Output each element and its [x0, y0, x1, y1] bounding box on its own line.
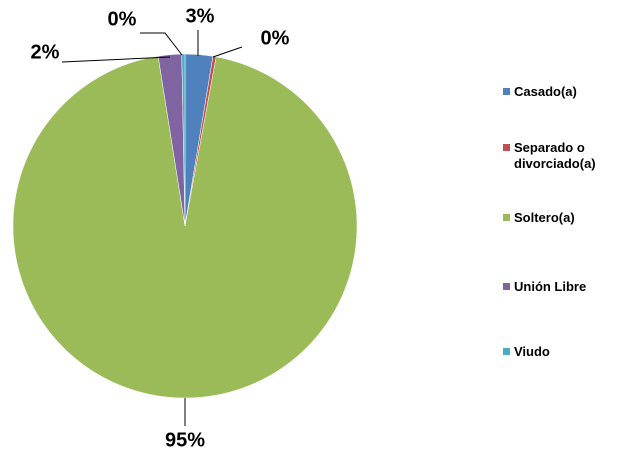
leader-line: [61, 56, 171, 63]
legend-entry: Separado o divorciado(a): [503, 140, 618, 172]
data-label: 0%: [108, 8, 137, 30]
legend-swatch: [503, 88, 510, 95]
legend-label: Casado(a): [514, 84, 577, 99]
legend-entry: Viudo: [503, 344, 618, 360]
legend-entry: Casado(a): [503, 84, 618, 100]
legend-label: Unión Libre: [514, 279, 587, 294]
data-label: 2%: [31, 41, 60, 63]
legend-entry: Soltero(a): [503, 210, 618, 226]
legend-label: Separado o divorciado(a): [514, 140, 596, 171]
data-label: 95%: [165, 429, 205, 451]
legend-swatch: [503, 348, 510, 355]
data-label: 3%: [186, 5, 215, 27]
leader-line: [212, 46, 243, 58]
leader-line: [140, 32, 183, 56]
legend-entry: Unión Libre: [503, 279, 618, 295]
legend-swatch: [503, 214, 510, 221]
legend-label: Soltero(a): [514, 210, 575, 225]
legend-label: Viudo: [514, 344, 550, 359]
legend-swatch: [503, 144, 510, 151]
legend-swatch: [503, 283, 510, 290]
data-label: 0%: [261, 27, 290, 49]
pie-slice: [12, 55, 358, 399]
